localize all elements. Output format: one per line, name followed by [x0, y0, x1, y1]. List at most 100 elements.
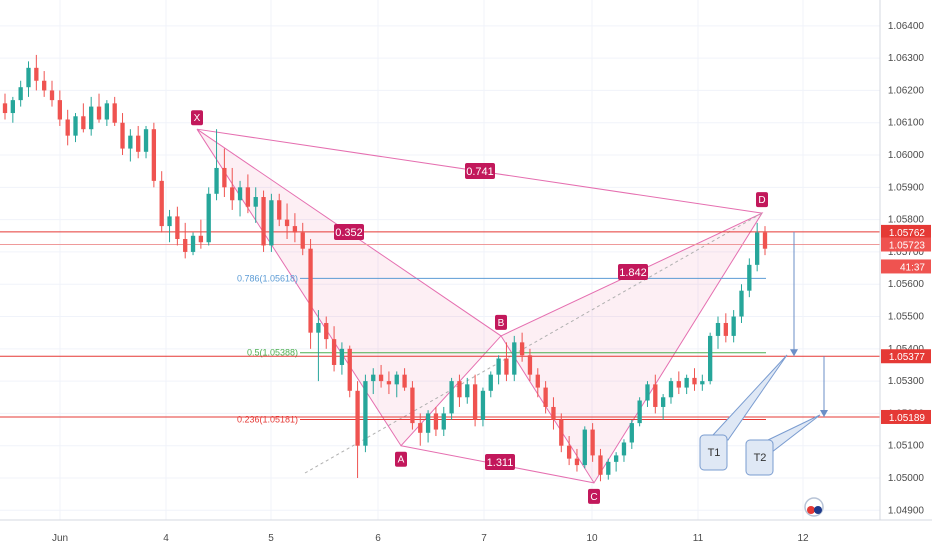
candle-body: [18, 87, 23, 101]
callout-label: T2: [754, 452, 767, 464]
candle-body: [582, 429, 587, 466]
candle-body: [371, 374, 376, 382]
candle-body: [34, 67, 39, 81]
x-tick-label: 11: [693, 533, 704, 544]
y-tick-label: 1.06400: [888, 21, 925, 32]
candle-body: [10, 100, 15, 114]
candle-body: [49, 90, 55, 101]
candles: [2, 54, 768, 482]
candle-body: [355, 390, 360, 446]
x-tick-label: 6: [375, 533, 381, 544]
price-tag: [881, 349, 931, 364]
y-tick-label: 1.06200: [888, 85, 925, 96]
candle-body: [57, 100, 62, 120]
candle-body: [504, 358, 509, 375]
x-tick-label: 12: [797, 533, 809, 544]
ratio-tag: [465, 163, 495, 179]
candle-body: [715, 322, 721, 336]
candle-body: [660, 397, 666, 407]
candle-body: [441, 413, 446, 430]
point-label: C: [590, 492, 597, 503]
candle-body: [574, 458, 580, 466]
fib-levels: 0.786(1.05618) 0.5(1.05388) 0.236(1.05181): [237, 273, 766, 425]
y-tick-label: 1.06100: [888, 118, 925, 129]
candle-body: [324, 322, 329, 340]
candle-body: [449, 381, 454, 414]
candle-body: [214, 167, 219, 194]
y-tick-label: 1.05800: [888, 215, 925, 226]
callout-box: [745, 439, 774, 476]
price-tag-label: 41:37: [900, 262, 925, 273]
candle-body: [739, 290, 744, 317]
candle-body: [755, 232, 760, 265]
candle-body: [198, 235, 204, 243]
candle-body: [731, 316, 736, 336]
candle-body: [167, 216, 172, 227]
candle-body: [261, 197, 266, 246]
candle-body: [300, 232, 305, 249]
candle-body: [65, 119, 70, 136]
candle-body: [488, 374, 493, 391]
candle-body: [81, 116, 86, 130]
candle-body: [96, 106, 102, 120]
candle-body: [26, 67, 31, 88]
candle-body: [425, 413, 431, 433]
candle-body: [653, 384, 658, 407]
candle-body: [457, 381, 462, 398]
x-tick-label: 5: [268, 533, 274, 544]
candle-body: [676, 381, 681, 388]
x-tick-label: 4: [163, 533, 169, 544]
price-tag-label: 1.05189: [889, 413, 926, 424]
ratio-label: 1.311: [487, 457, 514, 469]
x-tick-label: Jun: [52, 533, 68, 544]
candle-body: [472, 384, 478, 420]
price-tag-label: 1.05377: [889, 352, 926, 363]
ratio-label: 0.741: [466, 166, 494, 178]
candle-body: [519, 342, 525, 356]
x-tick-label: 7: [481, 533, 487, 544]
candle-body: [230, 187, 235, 201]
y-tick-label: 1.05600: [888, 279, 925, 290]
candle-body: [316, 322, 321, 333]
y-tick-label: 1.04900: [888, 505, 925, 516]
point-tag: [495, 314, 507, 330]
candle-body: [136, 135, 141, 152]
pattern-dashed-line: [304, 212, 763, 474]
candle-body: [465, 384, 470, 398]
candle-body: [2, 103, 8, 114]
candle-body: [433, 413, 439, 430]
price-tag-label: 1.05762: [889, 228, 926, 239]
point-tag: [191, 110, 203, 126]
candle-body: [363, 381, 368, 446]
target-arrowhead: [790, 349, 798, 357]
candle-body: [629, 423, 634, 443]
candle-body: [237, 187, 243, 201]
y-tick-label: 1.05700: [888, 247, 925, 258]
y-tick-label: 1.05900: [888, 182, 925, 193]
candle-body: [684, 377, 689, 388]
candle-body: [512, 342, 517, 375]
candle-body: [480, 390, 486, 420]
candle-body: [598, 455, 603, 475]
candle-body: [645, 384, 650, 401]
point-tag: [756, 192, 768, 208]
ratio-label: 1.842: [619, 267, 647, 279]
target-arrowhead: [820, 409, 828, 417]
candle-body: [42, 80, 47, 91]
y-tick-label: 1.05100: [888, 441, 925, 452]
y-tick-label: 1.05300: [888, 376, 925, 387]
candle-body: [112, 103, 117, 123]
candle-body: [206, 193, 211, 243]
candle-body: [104, 103, 110, 120]
candle-body: [73, 116, 78, 136]
candle-body: [378, 374, 384, 382]
callout-tail: [712, 354, 788, 441]
watermark-logo: [804, 497, 824, 517]
candle-body: [308, 248, 313, 333]
candle-body: [284, 219, 290, 227]
y-tick-label: 1.06300: [888, 53, 925, 64]
candle-body: [668, 381, 674, 398]
candle-body: [292, 226, 298, 233]
candle-body: [418, 423, 423, 433]
